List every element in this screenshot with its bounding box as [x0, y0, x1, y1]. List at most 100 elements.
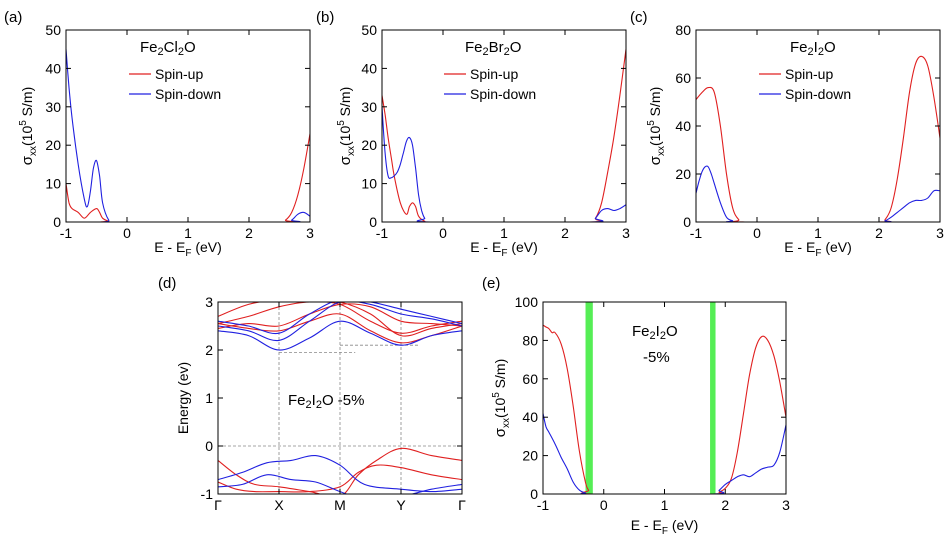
ylabel-base: (10 [19, 126, 35, 146]
chart-title: Fe2Cl2O [140, 39, 196, 58]
ylabel-sigma: σ [492, 427, 509, 437]
series-line-spin-down [382, 106, 626, 222]
y-tick-label: 50 [45, 22, 61, 38]
series-line-spin-down [543, 413, 786, 494]
y-tick-label: 30 [45, 99, 61, 115]
panel-label: (d) [158, 275, 176, 292]
xlabel-base: E - E [470, 239, 501, 255]
x-tick-label: X [274, 497, 284, 513]
highlight-band [710, 302, 716, 494]
x-tick-label: M [334, 497, 346, 513]
plot-frame [65, 29, 311, 223]
title-part: Br [489, 39, 504, 56]
x-tick-label: -1 [537, 497, 550, 513]
y-tick-label: 20 [361, 137, 377, 153]
legend-label: Spin-up [155, 66, 203, 82]
x-tick-label: -1 [376, 225, 389, 241]
series-line-dn-c1 [218, 320, 462, 351]
title-sub: 2 [504, 46, 510, 58]
y-axis-label: σxx(105 S/m) [491, 359, 512, 438]
series-line-dn-c3 [218, 302, 462, 335]
x-tick-label: 0 [600, 497, 608, 513]
y-tick-label: 3 [205, 294, 213, 310]
ylabel-sigma: σ [19, 155, 36, 165]
ylabel-sup: 5 [18, 120, 29, 126]
ylabel-sub: xx [346, 146, 357, 156]
ylabel-sup: 5 [646, 120, 657, 126]
x-tick-label: 0 [439, 225, 447, 241]
x-axis-label: E - EF (eV) [470, 239, 538, 259]
title-sub: 2 [483, 46, 489, 58]
title-part: I [312, 392, 316, 409]
xlabel-sub: F [185, 248, 191, 259]
x-tick-label: 3 [622, 225, 630, 241]
x-tick-label: Γ [458, 497, 466, 513]
y-tick-label: 0 [369, 214, 377, 230]
xlabel-base: E - E [154, 239, 185, 255]
series-line-spin-down [66, 49, 310, 222]
title-part: I [814, 39, 818, 56]
title-sub: 2 [818, 46, 824, 58]
x-tick-label: 2 [721, 497, 729, 513]
x-tick-label: Γ [214, 497, 222, 513]
ylabel-sigma: σ [337, 155, 354, 165]
y-tick-label: 30 [361, 99, 377, 115]
legend-label: Spin-down [785, 86, 851, 102]
x-tick-label: -1 [60, 225, 73, 241]
panel-a: -1 0 1 2 301020304050(a)Fe2Cl2OSpin-upSpin-d… [4, 9, 314, 259]
title-part: Fe [790, 39, 808, 56]
y-tick-label: 0 [53, 214, 61, 230]
xlabel-sub: F [501, 248, 507, 259]
series-line-dn-v2 [218, 474, 462, 494]
chart-title: Fe2Br2O [465, 39, 521, 58]
title-sub: 2 [808, 46, 814, 58]
chart-subtitle: -5% [643, 349, 670, 366]
y-axis-label: Energy (ev) [175, 362, 191, 434]
chart-title: Fe2I2O [632, 323, 678, 342]
ylabel-unit: S/m) [337, 87, 353, 120]
ylabel-unit: S/m) [19, 87, 35, 120]
title-sub: 2 [660, 330, 666, 342]
x-tick-label: 1 [500, 225, 508, 241]
xlabel-unit: (eV) [668, 517, 698, 533]
plot-frame [695, 29, 941, 223]
ylabel-base: (10 [647, 126, 663, 146]
title-part: O [824, 39, 836, 56]
y-tick-label: 100 [515, 294, 539, 310]
ylabel-unit: S/m) [492, 359, 508, 392]
y-tick-label: 0 [205, 438, 213, 454]
panel-label: (e) [482, 275, 500, 292]
x-tick-label: 1 [814, 225, 822, 241]
title-part: O [510, 39, 522, 56]
panel-label: (b) [316, 9, 334, 26]
y-tick-label: 0 [683, 214, 691, 230]
series-line-up-v2 [218, 464, 462, 493]
ylabel-sub: xx [28, 146, 39, 156]
ylabel-base: (10 [337, 126, 353, 146]
x-tick-label: 2 [245, 225, 253, 241]
y-tick-label: 60 [675, 70, 691, 86]
series-group [382, 49, 626, 222]
series-line-spin-up [543, 324, 786, 494]
title-part: Cl [164, 39, 178, 56]
title-part: O [184, 39, 196, 56]
x-tick-label: Y [396, 497, 406, 513]
title-sub: 2 [158, 46, 164, 58]
panel-b: -1 0 1 2 301020304050(b)Fe2Br2OSpin-upSpin-d… [316, 9, 630, 259]
legend-label: Spin-up [785, 66, 833, 82]
title-part: Fe [140, 39, 158, 56]
x-tick-label: 2 [875, 225, 883, 241]
xlabel-base: E - E [784, 239, 815, 255]
title-part: Fe [288, 392, 306, 409]
series-line-spin-down [696, 165, 940, 222]
ylabel-sub: xx [501, 418, 512, 428]
y-tick-label: 20 [675, 166, 691, 182]
xlabel-base: E - E [631, 517, 662, 533]
legend-label: Spin-down [155, 86, 221, 102]
x-tick-label: 2 [561, 225, 569, 241]
panel-label: (c) [630, 9, 648, 26]
ylabel-base: (10 [492, 398, 508, 418]
x-axis-label: E - EF (eV) [154, 239, 222, 259]
